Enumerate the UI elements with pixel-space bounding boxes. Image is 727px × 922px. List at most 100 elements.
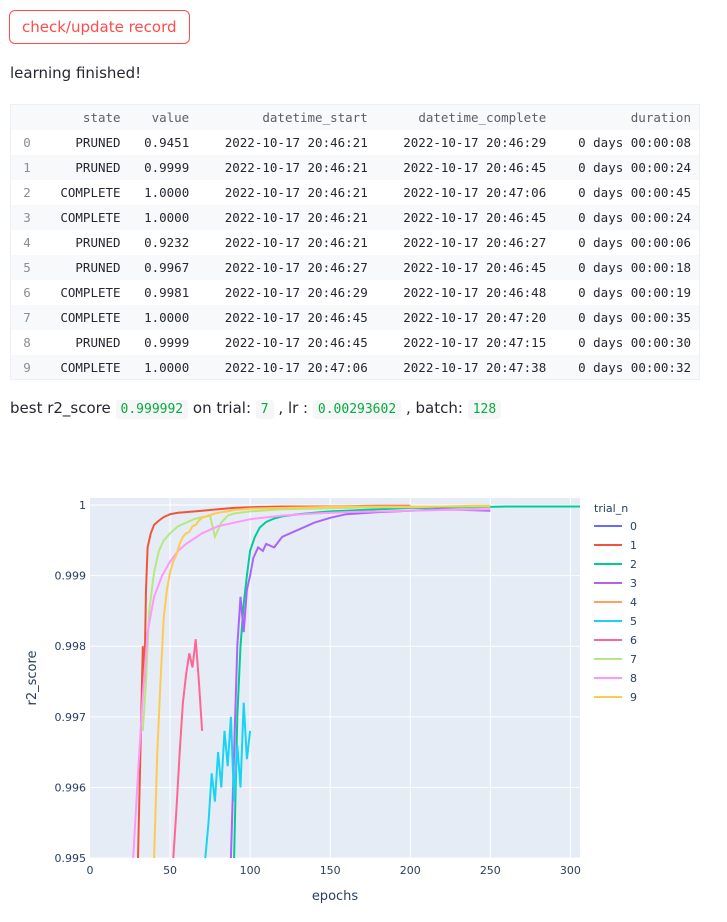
table-row: 7 COMPLETE 1.0000 2022-10-17 20:46:45 2022-1… (11, 305, 699, 330)
column-header-index[interactable] (11, 105, 43, 130)
table-cell-duration: 0 days 00:00:45 (578, 185, 691, 200)
series-line-1 (137, 504, 411, 858)
legend-entry-5: 5 (630, 615, 637, 628)
legend-entry-4: 4 (630, 596, 637, 609)
trial-label: on trial: (192, 399, 252, 417)
table-cell-datetime_start: 2022-10-17 20:47:06 (224, 360, 368, 375)
legend-entry-6: 6 (630, 634, 637, 647)
table-cell-duration: 0 days 00:00:24 (578, 210, 691, 225)
r2-score-chart[interactable]: 0 50 100 150 200 250 3000.9950.9960.9970.9980.… (0, 480, 727, 922)
table-cell-value: 0.9981 (144, 285, 190, 300)
y-tick-label: 0.997 (55, 711, 87, 724)
table-cell-value: 1.0000 (144, 360, 190, 375)
row-index: 6 (23, 285, 31, 300)
table-cell-duration: 0 days 00:00:08 (578, 135, 691, 150)
table-cell-state: PRUNED (75, 235, 121, 250)
row-index: 9 (23, 360, 31, 375)
y-tick-label: 0.998 (55, 640, 87, 653)
series-line-9 (153, 504, 491, 858)
x-axis-label: epochs (312, 889, 359, 904)
column-header-datetime_start[interactable]: datetime_start (262, 110, 368, 125)
row-index: 4 (23, 235, 31, 250)
series-line-8 (132, 508, 491, 858)
table-cell-duration: 0 days 00:00:35 (578, 310, 691, 325)
column-header-value[interactable]: value (151, 110, 190, 125)
table-row: 0 PRUNED 0.9451 2022-10-17 20:46:21 2022-10-… (11, 130, 699, 155)
legend-entry-3: 3 (630, 577, 637, 590)
table-cell-datetime_complete: 2022-10-17 20:47:15 (403, 335, 547, 350)
table-cell-datetime_complete: 2022-10-17 20:47:38 (403, 360, 547, 375)
table-cell-datetime_start: 2022-10-17 20:46:45 (224, 310, 368, 325)
legend-entry-7: 7 (630, 653, 637, 666)
table-cell-value: 0.9999 (144, 335, 190, 350)
row-index: 7 (23, 310, 31, 325)
table-cell-datetime_complete: 2022-10-17 20:46:48 (403, 285, 547, 300)
y-tick-label: 0.995 (55, 852, 87, 865)
status-text: learning finished! (10, 64, 142, 82)
y-tick-label: 1 (79, 499, 86, 512)
y-tick-label: 0.999 (55, 570, 87, 583)
table-cell-value: 0.9232 (144, 235, 190, 250)
series-line-5 (204, 702, 252, 858)
table-cell-datetime_start: 2022-10-17 20:46:21 (224, 135, 368, 150)
column-header-state[interactable]: state (82, 110, 121, 125)
table-row: 8 PRUNED 0.9999 2022-10-17 20:46:45 2022-10-… (11, 330, 699, 355)
best-lr-value: 0.00293602 (312, 400, 402, 419)
table-cell-state: COMPLETE (60, 360, 121, 375)
table-cell-datetime_complete: 2022-10-17 20:46:29 (403, 135, 547, 150)
table-cell-datetime_start: 2022-10-17 20:46:21 (224, 185, 368, 200)
series-line-3 (229, 508, 491, 858)
table-cell-value: 1.0000 (144, 210, 190, 225)
best-trial-value: 7 (255, 400, 274, 419)
x-tick-label: 250 (480, 864, 501, 877)
table-row: 4 PRUNED 0.9232 2022-10-17 20:46:21 2022-10-… (11, 230, 699, 255)
table-cell-state: PRUNED (75, 135, 121, 150)
table-cell-state: PRUNED (75, 335, 121, 350)
row-index: 0 (23, 135, 31, 150)
x-tick-label: 50 (163, 864, 177, 877)
legend-entry-1: 1 (630, 539, 637, 552)
x-tick-label: 100 (240, 864, 261, 877)
table-cell-state: COMPLETE (60, 185, 121, 200)
table-cell-datetime_start: 2022-10-17 20:46:21 (224, 235, 368, 250)
table-row: 9 COMPLETE 1.0000 2022-10-17 20:47:06 2022-1… (11, 355, 699, 380)
table-cell-datetime_complete: 2022-10-17 20:46:45 (403, 210, 547, 225)
trials-table[interactable]: state value datetime_start datetime_complet… (10, 104, 700, 380)
legend-entry-8: 8 (630, 672, 637, 685)
table-row: 3 COMPLETE 1.0000 2022-10-17 20:46:21 2022-1… (11, 205, 699, 230)
table-cell-state: PRUNED (75, 160, 121, 175)
best-score-value: 0.999992 (115, 400, 189, 419)
table-cell-state: COMPLETE (60, 310, 121, 325)
table-cell-duration: 0 days 00:00:06 (578, 235, 691, 250)
x-tick-label: 0 (87, 864, 94, 877)
table-cell-duration: 0 days 00:00:19 (578, 285, 691, 300)
table-cell-value: 0.9967 (144, 260, 190, 275)
series-line-6 (172, 639, 204, 858)
legend-entry-9: 9 (630, 691, 637, 704)
table-cell-value: 1.0000 (144, 310, 190, 325)
table-cell-datetime_start: 2022-10-17 20:46:27 (224, 260, 368, 275)
row-index: 1 (23, 160, 31, 175)
table-cell-duration: 0 days 00:00:24 (578, 160, 691, 175)
best-result-line: best r2_score 0.999992 on trial: 7 , lr … (10, 399, 502, 419)
table-cell-duration: 0 days 00:00:30 (578, 335, 691, 350)
table-cell-datetime_start: 2022-10-17 20:46:21 (224, 160, 368, 175)
lr-label: , lr : (278, 399, 309, 417)
check-update-record-button[interactable]: check/update record (9, 10, 190, 44)
table-cell-value: 0.9451 (144, 135, 190, 150)
row-index: 8 (23, 335, 31, 350)
table-cell-datetime_start: 2022-10-17 20:46:45 (224, 335, 368, 350)
table-row: 2 COMPLETE 1.0000 2022-10-17 20:46:21 2022-1… (11, 180, 699, 205)
column-header-datetime_complete[interactable]: datetime_complete (418, 110, 547, 125)
table-cell-state: PRUNED (75, 260, 121, 275)
best-batch-value: 128 (467, 400, 502, 419)
table-cell-datetime_complete: 2022-10-17 20:46:27 (403, 235, 547, 250)
y-axis-label: r2_score (25, 650, 40, 705)
table-cell-duration: 0 days 00:00:32 (578, 360, 691, 375)
series-line-7 (141, 505, 491, 731)
column-header-duration[interactable]: duration (630, 110, 691, 125)
table-row: 1 PRUNED 0.9999 2022-10-17 20:46:21 2022-10-… (11, 155, 699, 180)
x-tick-label: 300 (560, 864, 581, 877)
x-tick-label: 150 (320, 864, 341, 877)
table-cell-datetime_complete: 2022-10-17 20:46:45 (403, 260, 547, 275)
